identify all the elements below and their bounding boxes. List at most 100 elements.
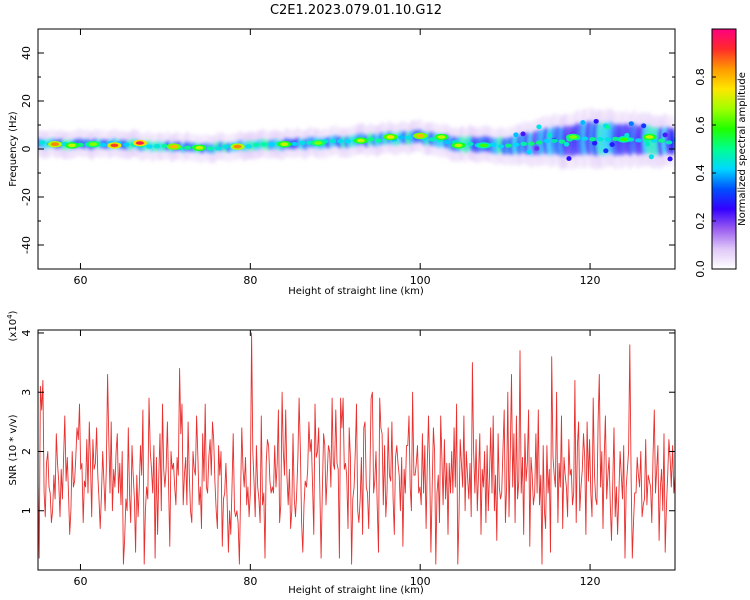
spectrum-ridge-cell <box>528 141 535 146</box>
snr-frame <box>37 329 676 571</box>
snr-x-axis: 60 80 100 120 <box>73 330 601 588</box>
spectrum-noise-cell <box>566 156 572 161</box>
spectrum-ridge-cell <box>329 139 337 144</box>
spectrum-hotspot <box>620 137 629 142</box>
colorbar-tick-label: 0.0 <box>694 260 707 278</box>
spectrum-ridge-cell <box>344 139 352 144</box>
spectrum-ridge-cell <box>665 140 673 145</box>
spectrum-ridge-cell <box>336 139 344 144</box>
y-tick-label: 0 <box>20 146 33 153</box>
y-tick-label: 2 <box>20 448 33 455</box>
spectrum-hotspot <box>314 141 323 145</box>
y-tick-label: 1 <box>20 507 33 514</box>
spectrum-ridge-cell <box>222 144 230 149</box>
spectrum-hotspot <box>645 135 654 139</box>
spectrum-hotspot <box>280 142 289 146</box>
spectrum-ridge-cell <box>214 146 222 151</box>
spectrum-hotspot <box>416 134 425 138</box>
spectrum-noise-cell <box>513 132 519 138</box>
spectrum-ridge-cell <box>550 138 558 143</box>
spectrum-noise-cell <box>673 137 675 143</box>
spectrum-noise-cell <box>667 156 673 162</box>
snr-scale-prefix: (x10 <box>8 319 19 342</box>
spectrum-ridge-cell <box>466 141 474 147</box>
spectrum-hotspot <box>89 142 98 146</box>
spectrum-ridge-cell <box>581 136 589 141</box>
spectrum-noise-cell <box>648 154 654 160</box>
snr-scale-exponent: 4 <box>6 314 14 319</box>
spectrum-noise-cell <box>604 124 611 130</box>
spectrum-ridge-cell <box>291 141 298 147</box>
spectrum-ridge-cell <box>443 140 451 145</box>
colorbar-tick-label: 0.2 <box>694 212 707 230</box>
spectrum-ridge-cell <box>604 137 612 142</box>
spectrum-hotspot <box>169 144 178 149</box>
spectrogram-marks <box>38 106 675 171</box>
spectrum-noise-cell <box>593 118 599 124</box>
spectrum-noise-cell <box>603 148 609 154</box>
spectrogram-y-axis: -40 -20 0 20 40 <box>20 28 675 270</box>
spectrum-hotspot <box>195 146 204 150</box>
spectrum-noise-cell <box>547 132 553 138</box>
spectrum-ridge-cell <box>505 143 512 148</box>
spectrum-hotspot <box>50 142 59 146</box>
spectrum-ridge-cell <box>375 138 382 143</box>
snr-y-axis: 1 2 3 4 <box>20 329 675 514</box>
y-tick-label: -20 <box>20 188 33 206</box>
spectrum-ridge-cell <box>589 137 597 142</box>
colorbar-tick-label: 0.8 <box>694 68 707 86</box>
snr-y-axis-label: SNR (10 * v/v) <box>8 414 19 485</box>
spectrogram-x-axis: 60 80 100 120 <box>73 29 601 287</box>
spectrum-ridge-cell <box>497 144 505 149</box>
colorbar-ticks: 0.0 0.2 0.4 0.6 0.8 <box>694 68 716 278</box>
y-tick-label: 20 <box>20 94 33 108</box>
x-tick-label: 100 <box>410 575 431 588</box>
spectrum-noise-cell <box>641 123 647 129</box>
spectrogram-panel: 60 80 100 120 -40 -20 0 20 40 Height of straigh… <box>8 28 676 297</box>
snr-background <box>38 330 675 570</box>
spectrum-noise-cell <box>534 146 540 151</box>
snr-x-axis-label: Height of straight line (km) <box>288 585 424 596</box>
spectrum-ridge-cell <box>489 142 497 147</box>
snr-series <box>38 332 675 565</box>
spectrum-hotspot <box>437 135 446 139</box>
spectrum-hotspot <box>569 135 578 139</box>
spectrum-ridge-cell <box>268 142 275 147</box>
spectrum-noise-cell <box>609 142 615 147</box>
x-tick-label: 60 <box>73 274 87 287</box>
spectrum-ridge-cell <box>658 138 665 143</box>
spectrum-ridge-cell <box>398 135 405 140</box>
snr-scale-factor: (x104) <box>6 310 19 341</box>
figure-title: C2E1.2023.079.01.10.G12 <box>270 3 442 18</box>
spectrum-ridge-cell <box>161 143 168 148</box>
spectrum-hotspot <box>67 143 76 148</box>
y-tick-label: -40 <box>20 236 33 254</box>
spectrum-ridge-cell <box>405 135 413 140</box>
spectrum-ridge-cell <box>145 144 153 149</box>
colorbar-scale <box>711 28 737 270</box>
spectrum-hotspot <box>135 141 144 145</box>
spectrogram-x-axis-label: Height of straight line (km) <box>288 286 424 297</box>
snr-series-line <box>38 332 675 565</box>
spectrum-noise-cell <box>563 141 570 147</box>
spectrum-noise-cell <box>580 120 586 125</box>
spectrum-hotspot <box>454 143 463 148</box>
colorbar: 0.0 0.2 0.4 0.6 0.8 Normalized spectral ampl… <box>694 28 748 278</box>
spectrum-ridge-cell <box>512 142 520 147</box>
spectrum-noise-cell <box>644 141 651 147</box>
spectrum-noise-cell <box>526 149 532 155</box>
spectrum-ridge-cell <box>543 138 551 143</box>
spectrum-noise-cell <box>536 124 542 130</box>
spectrum-ridge-cell <box>367 137 375 142</box>
spectrum-ridge-cell <box>298 140 306 145</box>
spectrum-noise-cell <box>662 132 668 138</box>
x-tick-label: 100 <box>410 274 431 287</box>
y-tick-label: 3 <box>20 389 33 396</box>
spectrum-hotspot <box>110 143 119 148</box>
colorbar-label: Normalized spectral amplitude <box>737 72 748 226</box>
spectrum-ridge-cell <box>260 142 268 147</box>
snr-scale-suffix: ) <box>8 310 19 314</box>
spectrogram-y-axis-label: Frequency (Hz) <box>8 111 19 187</box>
spectrum-ridge-cell <box>558 139 566 144</box>
